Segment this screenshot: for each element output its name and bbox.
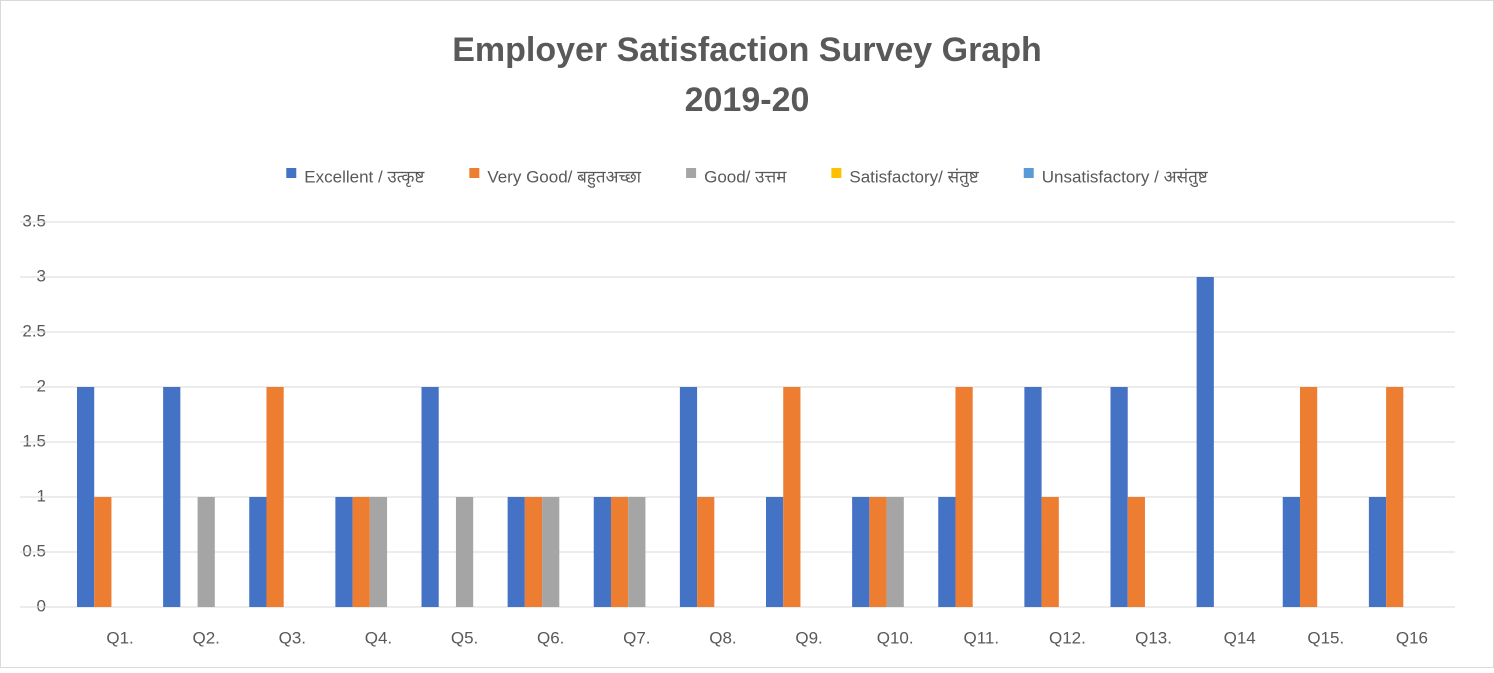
bar [163, 387, 181, 607]
chart-subtitle: 2019-20 [685, 81, 810, 119]
y-tick-label: 1.5 [22, 431, 46, 450]
bar [1386, 387, 1404, 607]
x-tick-label: Q3. [279, 628, 306, 647]
legend-label: Very Good/ बहुतअच्छा [487, 167, 641, 188]
x-tick-label: Q7. [623, 628, 650, 647]
bar [542, 497, 560, 607]
bar [697, 497, 715, 607]
y-tick-label: 2 [37, 376, 46, 395]
bar [1368, 497, 1387, 607]
x-tick-label: Q15. [1307, 628, 1344, 647]
bar [1299, 387, 1318, 607]
y-tick-label: 3 [37, 266, 46, 285]
x-tick-label: Q11. [964, 628, 1000, 647]
bar [352, 497, 370, 607]
bar [77, 387, 95, 607]
bar [1282, 497, 1300, 607]
chart-title: Employer Satisfaction Survey Graph [452, 31, 1042, 69]
legend-swatch [831, 168, 842, 178]
bar [766, 497, 784, 607]
bar [524, 497, 543, 607]
x-tick-label: Q2. [192, 628, 219, 647]
legend-label: Excellent / उत्कृष्ट [304, 167, 425, 187]
legend-swatch [286, 168, 297, 178]
y-tick-label: 1 [37, 486, 46, 505]
bar [1110, 387, 1128, 607]
legend-label: Satisfactory/ संतुष्ट [849, 167, 979, 187]
bar [1041, 497, 1059, 607]
bar [1127, 497, 1145, 607]
x-tick-label: Q10. [877, 628, 914, 647]
bar [628, 497, 646, 607]
legend-label: Unsatisfactory / असंतुष्ट [1042, 167, 1209, 187]
y-tick-label: 3.5 [22, 211, 46, 230]
bar [197, 497, 215, 607]
bar [955, 387, 973, 607]
x-tick-label: Q9. [795, 628, 822, 647]
x-tick-label: Q4. [365, 628, 392, 647]
legend-swatch [686, 168, 697, 178]
x-tick-label: Q16 [1396, 628, 1428, 647]
x-tick-label: Q13. [1135, 628, 1172, 647]
bar [335, 497, 353, 607]
x-tick-label: Q12. [1049, 628, 1086, 647]
bar [869, 497, 887, 607]
y-tick-label: 0.5 [22, 541, 46, 560]
x-tick-label: Q5. [451, 628, 478, 647]
bar [610, 497, 629, 607]
legend-label: Good/ उत्तम [704, 167, 787, 186]
bar [679, 387, 698, 607]
bar [421, 387, 439, 607]
bar [369, 497, 388, 607]
bar [1024, 387, 1042, 607]
x-tick-label: Q6. [537, 628, 564, 647]
bar [455, 497, 474, 607]
x-tick-label: Q14 [1224, 628, 1256, 647]
legend-swatch [1023, 168, 1034, 178]
bar [886, 497, 904, 607]
x-tick-label: Q1. [106, 628, 133, 647]
y-tick-label: 2.5 [22, 321, 46, 340]
bar [266, 387, 284, 607]
x-tick-label: Q8. [709, 628, 736, 647]
bar [507, 497, 525, 607]
bar [1196, 277, 1214, 607]
bar [249, 497, 267, 607]
bar [852, 497, 870, 607]
legend-swatch [469, 168, 480, 178]
bar [593, 497, 611, 607]
bar [94, 497, 112, 607]
bar [938, 497, 956, 607]
y-tick-label: 0 [37, 596, 46, 615]
bar [783, 387, 801, 607]
